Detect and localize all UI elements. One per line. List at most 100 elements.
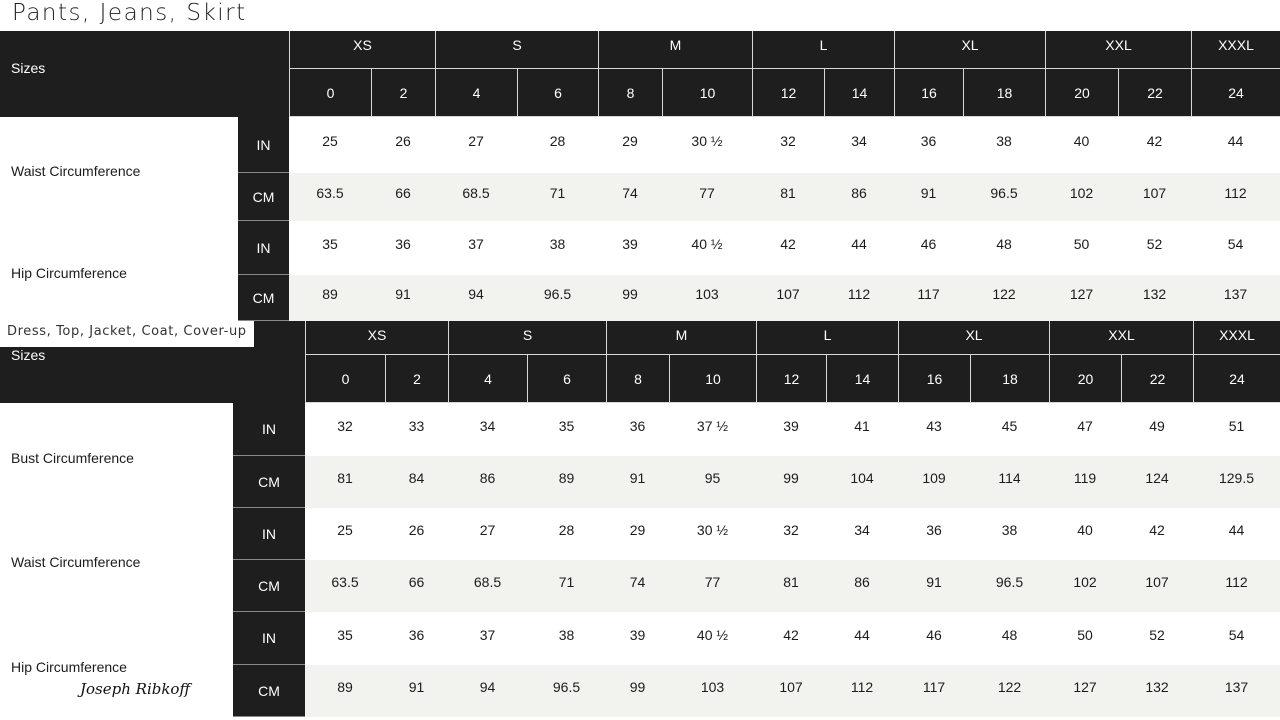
table-cell: 91 (395, 286, 411, 302)
table-cell: 86 (854, 574, 870, 590)
size-group-header: L (752, 31, 894, 69)
table-cell: 112 (850, 679, 874, 695)
size-group-header: S (448, 321, 606, 355)
table-cell: 117 (922, 679, 946, 695)
table-cell: 77 (699, 185, 715, 201)
table-cell: 44 (1228, 522, 1245, 538)
table-row (305, 508, 1280, 560)
table-cell: 117 (917, 286, 940, 302)
size-number-header: 18 (970, 355, 1049, 403)
table-row (289, 221, 1280, 275)
measurement-label: Bust Circumference (11, 449, 134, 466)
table-cell: 40 ½ (696, 626, 729, 643)
size-number-header: 6 (527, 355, 606, 403)
table-cell: 32 (337, 417, 353, 434)
size-number-header: 24 (1193, 355, 1280, 403)
size-group-header: S (435, 31, 598, 69)
table-cell: 34 (854, 522, 870, 538)
table-cell: 39 (629, 626, 646, 643)
unit-label: IN (238, 117, 289, 173)
size-group-header: XL (894, 31, 1045, 69)
size-number-header: 22 (1121, 355, 1193, 403)
table-cell: 91 (926, 574, 942, 590)
size-number-header: 10 (669, 355, 756, 403)
table-cell: 96.5 (552, 679, 581, 695)
table-cell: 137 (1223, 286, 1248, 302)
table-row (305, 403, 1280, 456)
table-row (305, 560, 1280, 612)
table-cell: 127 (1073, 679, 1097, 695)
table-cell: 104 (850, 470, 874, 486)
table-cell: 38 (549, 236, 566, 252)
table-cell: 36 (629, 417, 646, 434)
table-cell: 36 (408, 626, 425, 643)
unit-label: CM (233, 456, 305, 508)
table-cell: 35 (558, 417, 575, 434)
table-row (305, 456, 1280, 508)
size-number-header: 14 (826, 355, 898, 403)
table-cell: 25 (322, 133, 338, 149)
brand-signature-logo: Joseph Ribkoff (80, 680, 191, 698)
section-subtitle: Dress, Top, Jacket, Coat, Cover-up (0, 321, 254, 347)
table-cell: 89 (322, 286, 338, 302)
table-cell: 103 (700, 679, 725, 695)
table-cell: 28 (558, 522, 575, 538)
table-cell: 74 (629, 574, 646, 590)
table-cell: 36 (926, 522, 942, 538)
page-title: Pants, Jeans, Skirt (12, 0, 247, 26)
table-cell: 30 ½ (691, 133, 723, 149)
table-cell: 37 (468, 236, 484, 252)
size-number-header: 8 (606, 355, 669, 403)
table-cell: 122 (997, 679, 1022, 695)
table-cell: 35 (322, 236, 338, 252)
table-cell: 32 (783, 522, 799, 538)
table-cell: 99 (629, 679, 646, 695)
unit-label: CM (238, 173, 289, 221)
size-number-header: 24 (1191, 69, 1280, 117)
table-cell: 41 (854, 417, 870, 434)
size-number-header: 4 (435, 69, 517, 117)
size-number-header: 16 (898, 355, 970, 403)
size-number-header: 18 (963, 69, 1045, 117)
unit-label: IN (238, 221, 289, 275)
table-cell: 44 (851, 236, 867, 252)
table-cell: 48 (1001, 626, 1018, 643)
table-cell: 112 (1224, 185, 1247, 201)
table-cell: 119 (1073, 470, 1097, 486)
table-cell: 25 (337, 522, 353, 538)
table-cell: 86 (851, 185, 867, 201)
table-cell: 42 (1149, 522, 1165, 538)
table-cell: 137 (1224, 679, 1249, 695)
size-number-header: 8 (598, 69, 662, 117)
table-cell: 38 (558, 626, 575, 643)
table-cell: 81 (783, 574, 799, 590)
table-cell: 29 (622, 133, 638, 149)
table-row (289, 173, 1280, 221)
table-cell: 37 (479, 626, 496, 643)
unit-label: IN (233, 612, 305, 665)
table-cell: 66 (408, 574, 425, 590)
table-cell: 81 (337, 470, 353, 486)
table-cell: 33 (408, 417, 425, 434)
table-cell: 54 (1227, 236, 1244, 252)
table-cell: 42 (1146, 133, 1163, 149)
size-number-header: 0 (289, 69, 371, 117)
table-cell: 48 (996, 236, 1012, 252)
table-cell: 28 (549, 133, 566, 149)
table-cell: 52 (1149, 626, 1165, 643)
table-cell: 35 (337, 626, 353, 643)
table-cell: 112 (847, 286, 871, 302)
table-cell: 34 (851, 133, 867, 149)
table-cell: 40 (1077, 522, 1093, 538)
table-row (289, 275, 1280, 321)
table-cell: 96.5 (990, 185, 1018, 201)
table-cell: 112 (1225, 574, 1248, 590)
unit-label: CM (233, 665, 305, 717)
table-cell: 40 (1073, 133, 1090, 149)
size-number-header: 0 (305, 355, 385, 403)
table-cell: 44 (1227, 133, 1244, 149)
table-cell: 36 (920, 133, 937, 149)
table-cell: 122 (992, 286, 1016, 302)
table-cell: 26 (395, 133, 411, 149)
table-cell: 107 (776, 286, 800, 302)
